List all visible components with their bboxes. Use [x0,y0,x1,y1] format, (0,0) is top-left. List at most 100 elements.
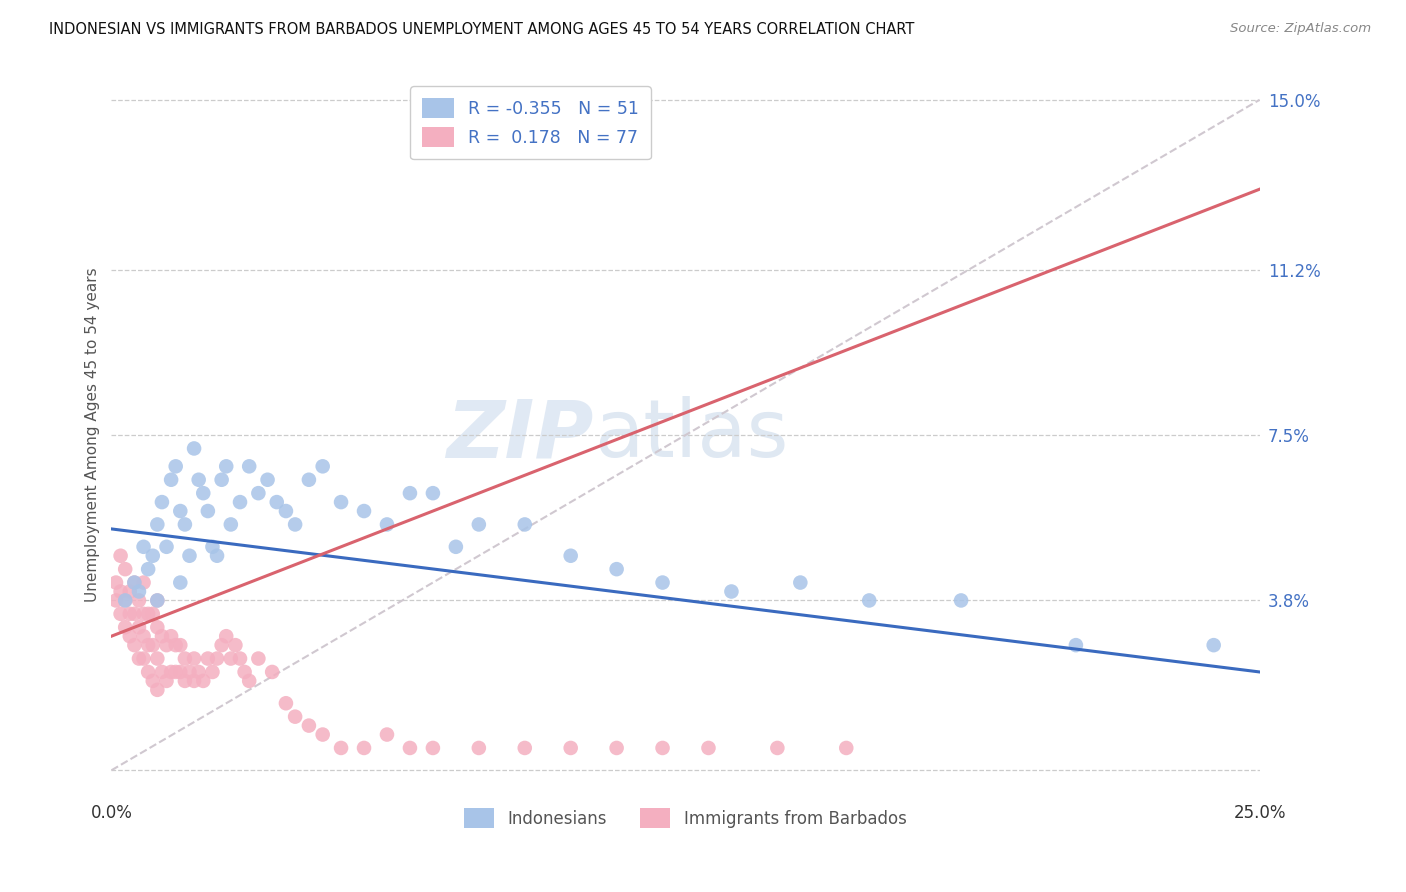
Point [128,651,150,665]
Point [256,473,278,487]
Point [651,575,673,590]
Point [766,741,789,756]
Point [606,562,628,576]
Point [118,629,141,643]
Point [789,575,811,590]
Point [298,473,321,487]
Point [136,562,159,576]
Point [183,442,205,456]
Point [114,593,136,607]
Point [118,607,141,621]
Point [201,665,224,679]
Point [118,584,141,599]
Point [399,741,422,756]
Point [219,517,242,532]
Point [312,459,335,474]
Point [353,741,375,756]
Point [238,459,260,474]
Point [110,549,132,563]
Point [229,495,252,509]
Y-axis label: Unemployment Among Ages 45 to 54 years: Unemployment Among Ages 45 to 54 years [86,268,100,602]
Point [114,620,136,634]
Point [187,665,209,679]
Point [513,741,536,756]
Legend: Indonesians, Immigrants from Barbados: Indonesians, Immigrants from Barbados [458,802,914,834]
Point [274,696,297,710]
Point [950,593,973,607]
Point [468,517,491,532]
Point [835,741,858,756]
Point [187,473,209,487]
Point [422,741,444,756]
Point [183,651,205,665]
Point [146,651,169,665]
Point [211,473,233,487]
Point [110,584,132,599]
Point [247,486,270,500]
Point [1064,638,1087,652]
Point [193,673,215,688]
Point [205,651,228,665]
Point [165,638,187,652]
Point [233,665,256,679]
Point [146,593,169,607]
Point [179,549,201,563]
Point [169,504,191,518]
Point [110,607,132,621]
Point [114,593,136,607]
Point [146,682,169,697]
Point [375,517,398,532]
Point [353,504,375,518]
Point [298,718,321,732]
Point [132,607,155,621]
Point [224,638,246,652]
Point [136,607,159,621]
Point [128,620,150,634]
Point [266,495,288,509]
Point [274,504,297,518]
Point [174,673,197,688]
Point [513,517,536,532]
Point [262,665,284,679]
Text: atlas: atlas [593,396,787,474]
Point [150,665,173,679]
Point [179,665,201,679]
Point [155,540,177,554]
Point [146,620,169,634]
Point [150,495,173,509]
Point [858,593,880,607]
Point [124,575,146,590]
Point [174,517,197,532]
Point [132,575,155,590]
Point [219,651,242,665]
Point [165,459,187,474]
Point [142,607,165,621]
Point [560,549,582,563]
Point [1202,638,1225,652]
Point [247,651,270,665]
Point [155,673,177,688]
Point [132,651,155,665]
Point [160,629,183,643]
Point [205,549,228,563]
Point [136,638,159,652]
Point [229,651,252,665]
Point [142,638,165,652]
Point [124,607,146,621]
Point [132,540,155,554]
Point [444,540,467,554]
Point [146,517,169,532]
Point [155,638,177,652]
Point [169,638,191,652]
Point [201,540,224,554]
Point [197,504,219,518]
Point [174,651,197,665]
Text: INDONESIAN VS IMMIGRANTS FROM BARBADOS UNEMPLOYMENT AMONG AGES 45 TO 54 YEARS CO: INDONESIAN VS IMMIGRANTS FROM BARBADOS U… [49,22,914,37]
Point [169,665,191,679]
Point [468,741,491,756]
Point [375,727,398,741]
Point [215,459,238,474]
Point [211,638,233,652]
Point [330,495,353,509]
Point [136,665,159,679]
